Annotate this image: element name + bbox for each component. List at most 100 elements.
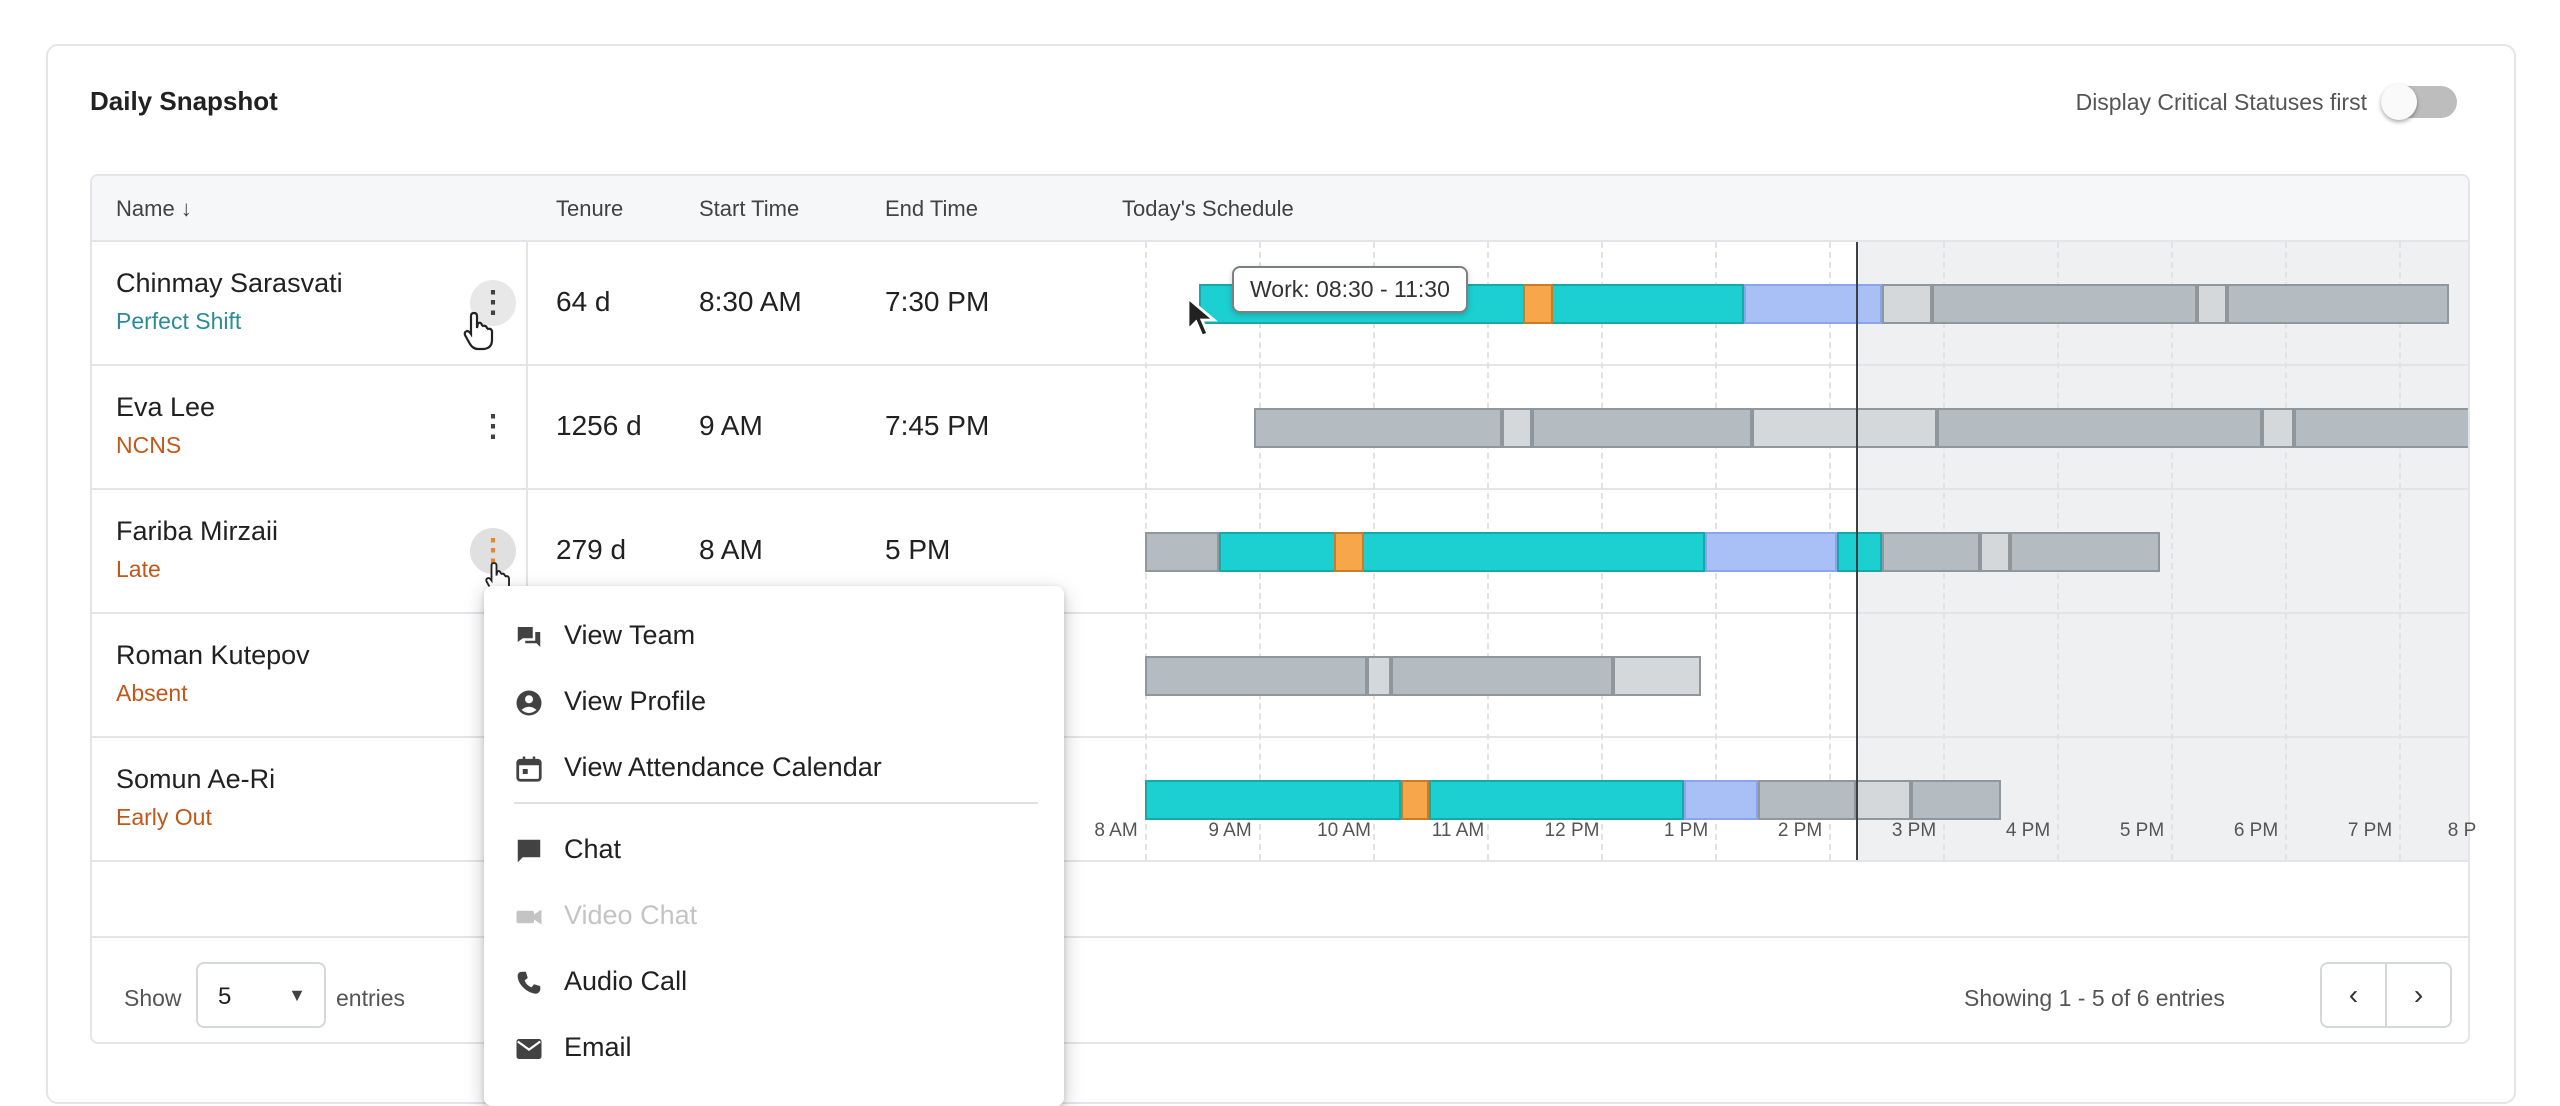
menu-item-label: Audio Call — [564, 966, 688, 996]
work-segment[interactable] — [1837, 532, 1882, 572]
scheduled-segment[interactable] — [1911, 780, 2001, 820]
critical-statuses-label: Display Critical Statuses first — [2075, 88, 2367, 115]
scheduled-segment[interactable] — [1937, 408, 2262, 448]
time-axis-row — [92, 862, 2468, 938]
column-divider — [526, 242, 528, 926]
menu-item-label: Email — [564, 1032, 632, 1062]
schedule-tooltip: Work: 08:30 - 11:30 — [1232, 266, 1468, 313]
menu-item-view-profile[interactable]: View Profile — [484, 672, 1064, 732]
break-segment[interactable] — [1882, 284, 1932, 324]
employee-name[interactable]: Chinmay Sarasvati — [116, 268, 343, 298]
time-tick: 9 AM — [1208, 820, 1252, 841]
entries-value: 5 — [218, 983, 232, 1010]
break-segment[interactable] — [1980, 532, 2010, 572]
employee-name[interactable]: Somun Ae-Ri — [116, 764, 276, 794]
header-tenure[interactable]: Tenure — [556, 196, 624, 221]
header-name[interactable]: Name ↓ — [116, 196, 192, 221]
break-segment[interactable] — [1367, 656, 1391, 696]
menu-item-email[interactable]: Email — [484, 1018, 1064, 1078]
current-time-line — [1856, 242, 1858, 860]
card-title: Daily Snapshot — [90, 86, 278, 116]
time-tick: 4 PM — [2005, 820, 2051, 841]
menu-item-view-attendance-calendar[interactable]: View Attendance Calendar — [484, 738, 1064, 798]
status-label: Absent — [116, 680, 188, 706]
toggle-knob — [2381, 84, 2417, 120]
show-label: Show — [124, 985, 182, 1011]
scheduled-segment[interactable] — [1145, 656, 1367, 696]
break-segment[interactable] — [1502, 408, 1532, 448]
hour-gridline — [2399, 242, 2401, 860]
employee-name[interactable]: Roman Kutepov — [116, 640, 310, 670]
scheduled-segment[interactable] — [2010, 532, 2160, 572]
break-segment[interactable] — [1334, 532, 1364, 572]
time-tick: 1 PM — [1663, 820, 1709, 841]
hour-gridline — [2171, 242, 2173, 860]
scheduled-segment[interactable] — [2294, 408, 2468, 448]
table-row: Eva Lee NCNS ⋮ 1256 d 9 AM 7:45 PM — [92, 366, 2468, 490]
employee-name[interactable]: Eva Lee — [116, 392, 216, 422]
overtime-segment[interactable] — [1744, 284, 1882, 324]
row-more-button[interactable]: ⋮ — [470, 280, 516, 326]
break-segment[interactable] — [2197, 284, 2227, 324]
next-page-button[interactable]: › — [2387, 964, 2450, 1026]
email-icon — [516, 1039, 542, 1059]
scheduled-segment[interactable] — [1932, 284, 2197, 324]
row-context-menu: View Team View Profile View Attendance C… — [484, 586, 1064, 1106]
time-tick: 5 PM — [2119, 820, 2165, 841]
time-tick: 8 P — [2447, 820, 2477, 841]
header-todays-schedule: Today's Schedule — [1122, 196, 1294, 221]
hand-cursor-icon — [463, 311, 494, 351]
time-tick: 7 PM — [2347, 820, 2393, 841]
scheduled-segment[interactable] — [1758, 780, 1856, 820]
work-segment[interactable] — [1219, 532, 1705, 572]
schedule-table: Name ↓ Tenure Start Time End Time Today'… — [90, 174, 2470, 1044]
menu-item-label: View Profile — [564, 686, 707, 716]
end-time-cell: 5 PM — [885, 534, 951, 565]
videocam-icon — [516, 909, 542, 925]
table-row: Chinmay Sarasvati Perfect Shift ⋮ 64 d 8… — [92, 242, 2468, 366]
scheduled-segment[interactable] — [2227, 284, 2449, 324]
scheduled-segment[interactable] — [1391, 656, 1613, 696]
menu-item-audio-call[interactable]: Audio Call — [484, 952, 1064, 1012]
menu-item-view-team[interactable]: View Team — [484, 606, 1064, 666]
status-label: Late — [116, 556, 161, 582]
pagination-summary: Showing 1 - 5 of 6 entries — [1964, 985, 2225, 1011]
time-tick: 3 PM — [1891, 820, 1937, 841]
calendar-icon — [516, 756, 542, 782]
account-circle-icon — [516, 690, 542, 716]
break-segment[interactable] — [1856, 780, 1911, 820]
scheduled-segment[interactable] — [1532, 408, 1752, 448]
break-segment[interactable] — [1401, 780, 1429, 820]
row-more-button[interactable]: ⋮ — [470, 404, 516, 450]
header-start-time[interactable]: Start Time — [699, 196, 800, 221]
break-segment[interactable] — [1752, 408, 1937, 448]
start-time-cell: 9 AM — [699, 410, 763, 441]
table-row: Roman Kutepov Absent — [92, 614, 2468, 738]
break-segment[interactable] — [1523, 284, 1553, 324]
scheduled-segment[interactable] — [1882, 532, 1980, 572]
employee-name[interactable]: Fariba Mirzaii — [116, 516, 279, 546]
menu-item-label: Video Chat — [564, 900, 698, 930]
menu-item-chat[interactable]: Chat — [484, 820, 1064, 880]
start-time-cell: 8 AM — [699, 534, 763, 565]
table-row: Fariba Mirzaii Late ⋮ 279 d 8 AM 5 PM — [92, 490, 2468, 614]
entries-select[interactable]: 5 ▼ — [196, 962, 326, 1028]
time-tick: 10 AM — [1317, 820, 1371, 841]
time-tick: 2 PM — [1777, 820, 1823, 841]
break-segment[interactable] — [1613, 656, 1701, 696]
header-end-time[interactable]: End Time — [885, 196, 978, 221]
chevron-right-icon: › — [2413, 979, 2424, 1010]
scheduled-segment[interactable] — [1254, 408, 1502, 448]
tenure-cell: 1256 d — [556, 410, 642, 441]
work-segment[interactable] — [1429, 780, 1684, 820]
critical-statuses-toggle[interactable] — [2381, 84, 2457, 120]
overtime-segment[interactable] — [1684, 780, 1758, 820]
prev-page-button[interactable]: ‹ — [2322, 964, 2387, 1026]
scheduled-segment[interactable] — [1145, 532, 1219, 572]
chat-icon — [517, 839, 541, 863]
time-tick: 6 PM — [2233, 820, 2279, 841]
menu-divider — [514, 802, 1038, 804]
overtime-segment[interactable] — [1705, 532, 1837, 572]
work-segment[interactable] — [1145, 780, 1401, 820]
break-segment[interactable] — [2262, 408, 2294, 448]
